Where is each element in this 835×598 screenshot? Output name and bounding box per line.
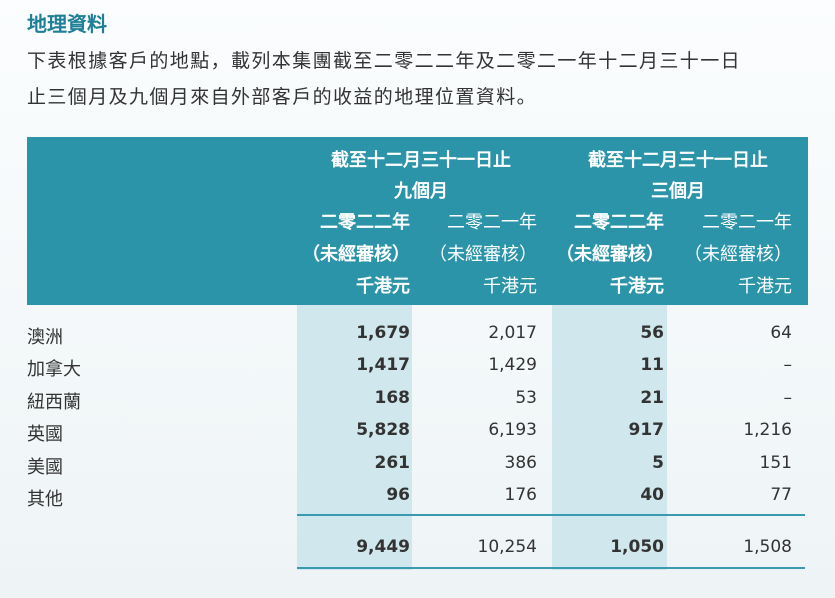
cell: 386: [504, 452, 537, 473]
cell: 168: [374, 387, 411, 408]
column-header: （未經審核）: [302, 244, 410, 265]
rule: [297, 514, 805, 516]
column-shade: [552, 305, 667, 570]
cell: 2,017: [488, 323, 537, 343]
cell: –: [783, 355, 793, 376]
column-header: 千港元: [483, 276, 537, 297]
cell: 40: [640, 485, 664, 505]
cell: 261: [374, 452, 411, 473]
cell: –: [783, 387, 793, 408]
group-header: 九個月: [394, 181, 448, 202]
cell: 11: [640, 355, 664, 376]
intro-line: 止三個月及九個月來自外部客戶的收益的地理位置資料。: [27, 86, 538, 108]
row-label: 其他: [27, 489, 63, 510]
column-header: 二零二一年: [447, 212, 537, 233]
cell: 1,216: [743, 420, 792, 441]
cell: 917: [628, 420, 665, 441]
row-label: 美國: [27, 456, 63, 478]
column-header: （未經審核）: [684, 244, 792, 265]
cell: 53: [515, 387, 537, 408]
group-header: 截至十二月三十一日止: [588, 150, 768, 171]
row-label: 英國: [27, 424, 63, 446]
column-header: 千港元: [610, 276, 664, 297]
cell: 64: [770, 323, 792, 343]
cell: 6,193: [488, 420, 537, 441]
cell: 56: [640, 323, 664, 343]
column-header: 二零二一年: [702, 212, 792, 233]
cell: 5: [652, 452, 664, 473]
cell: 21: [640, 387, 664, 408]
total-cell: 9,449: [356, 537, 410, 557]
column-header: （未經審核）: [429, 244, 537, 265]
column-header: 千港元: [738, 276, 792, 297]
cell: 5,828: [356, 420, 410, 441]
cell: 1,429: [488, 355, 537, 376]
cell: 176: [504, 485, 537, 505]
title: 地理資料: [27, 12, 107, 36]
row-label: 紐西蘭: [27, 391, 81, 413]
total-cell: 1,050: [610, 537, 664, 557]
cell: 77: [770, 485, 792, 505]
group-header: 截至十二月三十一日止: [331, 150, 511, 171]
column-header: 千港元: [356, 276, 410, 297]
column-header: 二零二二年: [320, 212, 410, 233]
intro-line: 下表根據客戶的地點，載列本集團截至二零二二年及二零二一年十二月三十一日: [27, 50, 742, 72]
column-shade: [297, 305, 412, 570]
column-header: 二零二二年: [574, 212, 664, 233]
rule: [297, 567, 805, 569]
total-cell: 10,254: [477, 537, 537, 557]
column-header: （未經審核）: [556, 244, 664, 265]
row-label: 澳洲: [27, 327, 63, 348]
table-header: [27, 137, 808, 305]
cell: 1,679: [356, 323, 410, 343]
total-cell: 1,508: [743, 537, 792, 557]
group-header: 三個月: [651, 181, 705, 202]
cell: 96: [386, 485, 410, 505]
row-label: 加拿大: [27, 359, 81, 381]
cell: 151: [759, 452, 792, 473]
cell: 1,417: [356, 355, 410, 376]
